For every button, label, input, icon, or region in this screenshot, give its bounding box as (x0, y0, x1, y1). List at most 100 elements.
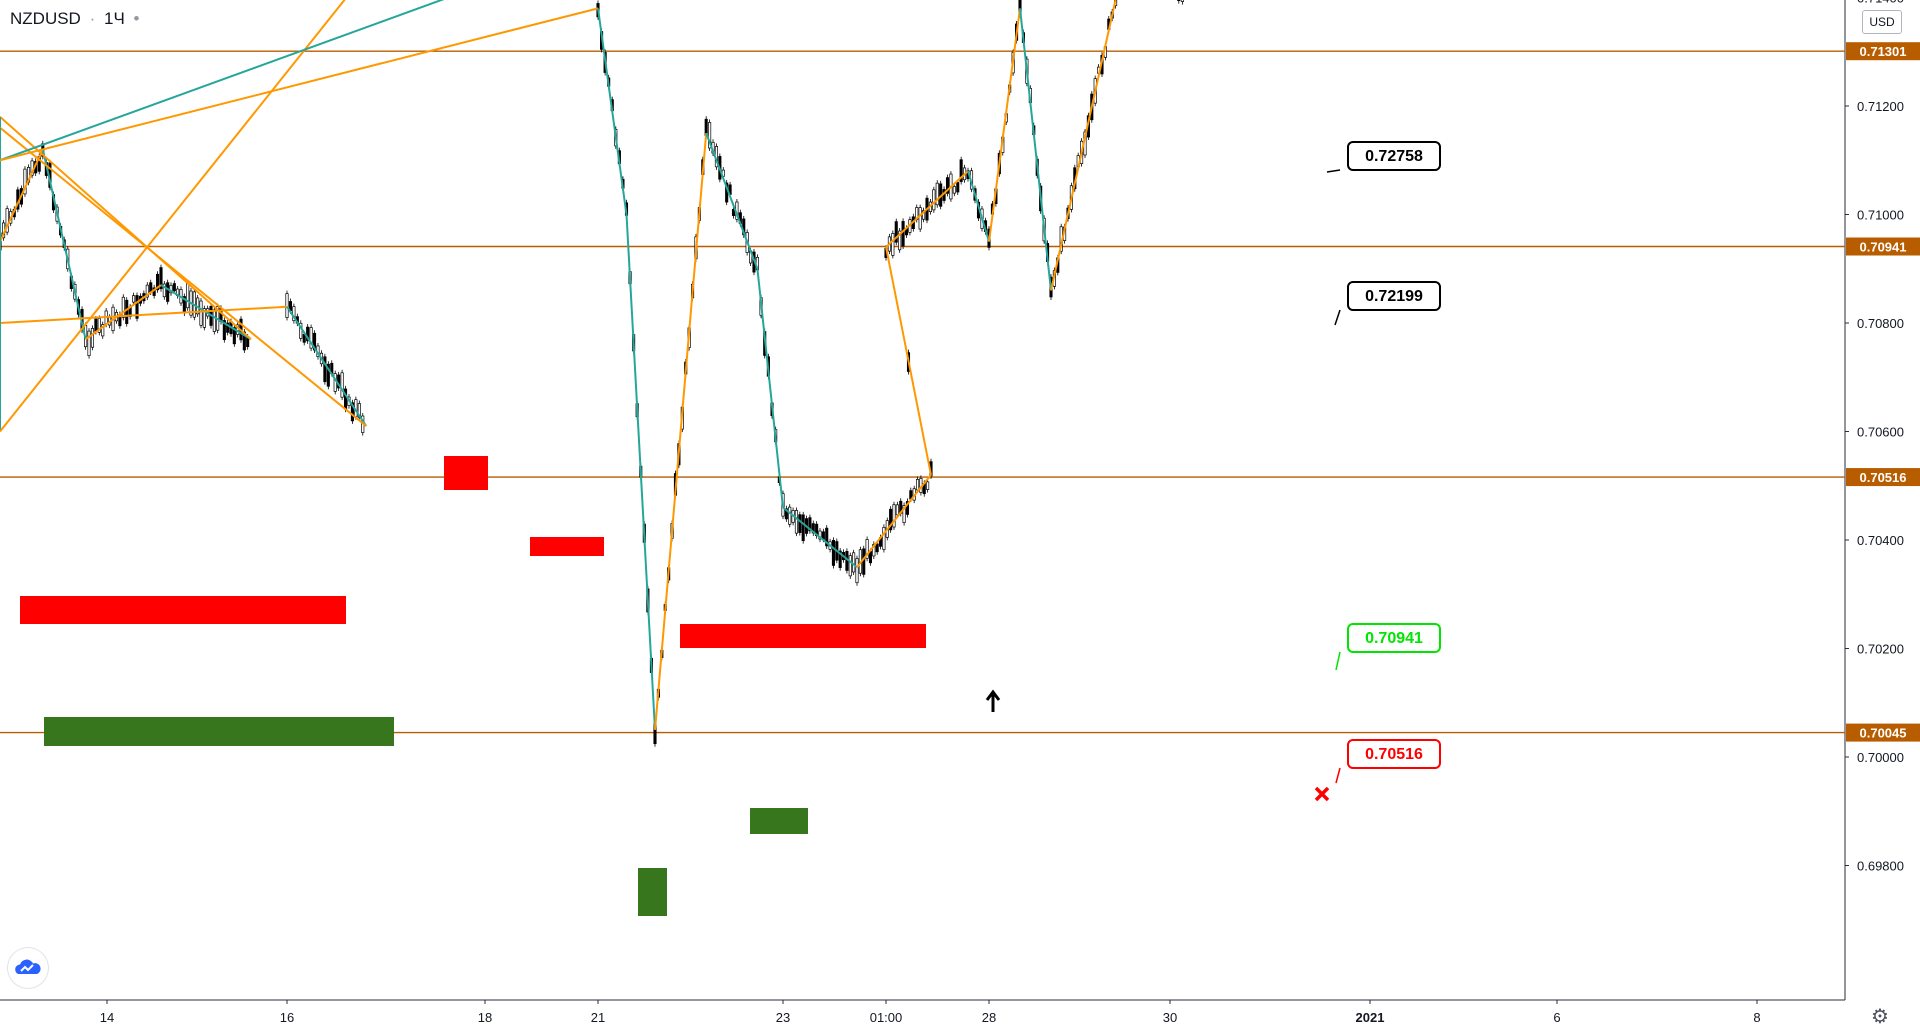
supply-zone[interactable] (530, 537, 604, 556)
time-tick-label: 2021 (1356, 1010, 1385, 1025)
candle-body (956, 182, 960, 193)
cloud-icon (15, 959, 41, 974)
zigzag-segment[interactable] (1050, 0, 1146, 291)
candle-body (1177, 0, 1181, 1)
level-price-text: 0.70516 (1860, 470, 1907, 485)
level-price-tag (1846, 468, 1920, 487)
zigzag-segment[interactable] (885, 170, 969, 248)
candle-body (895, 504, 899, 516)
zigzag-segment[interactable] (885, 246, 932, 476)
level-price-tag (1846, 723, 1920, 742)
candle-body (242, 331, 246, 351)
candle-body (901, 221, 905, 247)
zigzag-segment[interactable] (85, 284, 162, 341)
callout-pointer (1334, 309, 1341, 326)
candle-body (708, 122, 712, 149)
callout-box[interactable] (1347, 739, 1441, 769)
supply-zone[interactable] (444, 456, 488, 490)
price-tick-label: 0.71000 (1857, 208, 1904, 223)
zigzag-segment[interactable] (988, 8, 1021, 242)
more-dot: • (133, 9, 140, 28)
demand-zone[interactable] (638, 868, 667, 916)
candle-body (872, 544, 876, 557)
candle-body (905, 501, 910, 515)
zigzag-segment[interactable] (967, 170, 990, 242)
zigzag-segment[interactable] (756, 268, 784, 508)
time-tick-label: 16 (280, 1010, 294, 1025)
candle-body (212, 309, 216, 332)
price-tick-label: 0.71400 (1857, 0, 1904, 6)
callout-box[interactable] (1347, 281, 1441, 311)
callout-box[interactable] (1347, 623, 1441, 653)
candle-body (125, 299, 129, 324)
candle-body (882, 526, 886, 550)
time-tick-label: 01:00 (870, 1010, 903, 1025)
zigzag-segment[interactable] (705, 132, 759, 270)
callout-label: 0.70516 (1365, 746, 1423, 763)
candle-body (918, 207, 922, 230)
candle-body (97, 318, 101, 333)
currency-unit-badge[interactable]: USD (1862, 10, 1902, 34)
candle-body (922, 210, 926, 220)
zigzag-segment[interactable] (782, 506, 858, 568)
zigzag-segment[interactable] (654, 133, 708, 730)
candle-body (898, 230, 902, 251)
zigzag-segment[interactable] (856, 474, 932, 568)
callout-pointer (1335, 651, 1341, 671)
zigzag-segment[interactable] (41, 149, 87, 340)
candle-body (808, 517, 812, 532)
zigzag-segment[interactable] (0, 305, 288, 324)
cross-marker-icon (1314, 786, 1330, 802)
zigzag-segment[interactable] (0, 0, 485, 433)
time-tick-label: 14 (100, 1010, 114, 1025)
candle-body (848, 555, 852, 577)
candle-body (172, 283, 176, 292)
zigzag-segment[interactable] (0, 116, 252, 341)
zigzag-segment[interactable] (1019, 8, 1052, 291)
candle-body (915, 479, 920, 491)
time-tick-label: 8 (1753, 1010, 1760, 1025)
candle-body (891, 233, 895, 256)
candle-body (945, 177, 950, 194)
candle-body (935, 182, 939, 206)
symbol-label[interactable]: NZDUSD · 1Ч • (10, 9, 143, 29)
zigzag-segment[interactable] (286, 306, 368, 427)
candle-body (868, 551, 873, 564)
settings-gear-icon[interactable]: ⚙ (1871, 1006, 1889, 1028)
zigzag-segment[interactable] (597, 8, 628, 215)
candle-body (87, 330, 91, 356)
zigzag-segment[interactable] (0, 7, 599, 162)
callout-label: 0.70941 (1365, 630, 1423, 647)
tradingview-logo[interactable] (8, 948, 48, 988)
level-price-text: 0.71301 (1860, 44, 1907, 59)
zigzag-segment[interactable] (0, 126, 367, 427)
demand-zone[interactable] (44, 717, 394, 746)
candle-body (932, 189, 936, 211)
price-tick-label: 0.71200 (1857, 99, 1904, 114)
candle-body (94, 318, 98, 332)
supply-zone[interactable] (20, 596, 346, 624)
candle-body (333, 373, 337, 392)
candle-body (1180, 0, 1184, 2)
price-axis-bg[interactable] (1845, 0, 1920, 1036)
zigzag-segment[interactable] (625, 214, 656, 730)
candle-body (121, 296, 125, 318)
time-tick-label: 6 (1553, 1010, 1560, 1025)
demand-zone[interactable] (750, 808, 808, 834)
price-tick-label: 0.70400 (1857, 533, 1904, 548)
callout-label: 0.72199 (1365, 288, 1423, 305)
candle-body (862, 548, 866, 575)
level-price-tag (1846, 42, 1920, 61)
candle-body (23, 168, 27, 195)
zigzag-segment[interactable] (0, 0, 553, 162)
candle-body (926, 481, 930, 490)
separator-dot: · (89, 9, 96, 28)
interval-label: 1Ч (103, 9, 125, 28)
zigzag-segment[interactable] (0, 148, 44, 243)
candle-body (186, 283, 190, 309)
candle-body (952, 186, 956, 194)
callout-box[interactable] (1347, 141, 1441, 171)
candle-body (135, 295, 139, 319)
supply-zone[interactable] (680, 624, 926, 648)
